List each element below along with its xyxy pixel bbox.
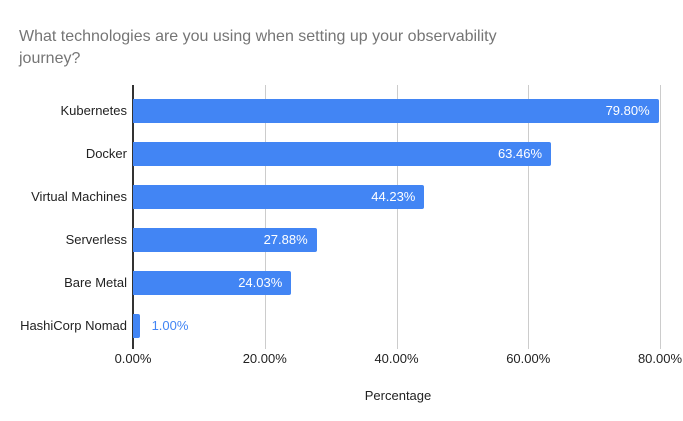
value-label: 24.03%	[238, 275, 283, 290]
bar	[133, 185, 425, 209]
value-label: 27.88%	[263, 232, 308, 247]
bar	[133, 99, 659, 123]
gridline	[396, 85, 398, 349]
chart-title-line-2: journey?	[19, 50, 81, 67]
value-label: 63.46%	[497, 146, 543, 161]
value-label: 1.00%	[151, 318, 189, 333]
chart-title-line-1: What technologies are you using when set…	[19, 28, 497, 45]
bar	[133, 228, 317, 252]
chart-title: What technologies are you using when set…	[19, 26, 649, 70]
value-label: 44.23%	[371, 189, 416, 204]
x-axis-title: Percentage	[364, 388, 432, 403]
category-label: Serverless	[65, 232, 127, 247]
bar	[133, 314, 140, 338]
gridline	[660, 85, 661, 349]
bar	[133, 142, 552, 166]
bar	[133, 271, 292, 295]
y-axis-line	[132, 85, 134, 349]
x-tick-label: 60.00%	[506, 351, 551, 366]
gridline	[264, 85, 266, 349]
category-label: Bare Metal	[64, 275, 127, 290]
category-label: Kubernetes	[60, 103, 128, 118]
x-tick-label: 20.00%	[242, 351, 287, 366]
gridline	[528, 85, 530, 349]
category-label: Virtual Machines	[31, 189, 127, 204]
x-tick-label: 40.00%	[374, 351, 419, 366]
x-tick-label: 80.00%	[637, 351, 683, 366]
category-label: Docker	[85, 146, 127, 161]
value-label: 79.80%	[605, 103, 650, 118]
category-label: HashiCorp Nomad	[20, 318, 127, 333]
x-tick-label: 0.00%	[114, 351, 152, 366]
